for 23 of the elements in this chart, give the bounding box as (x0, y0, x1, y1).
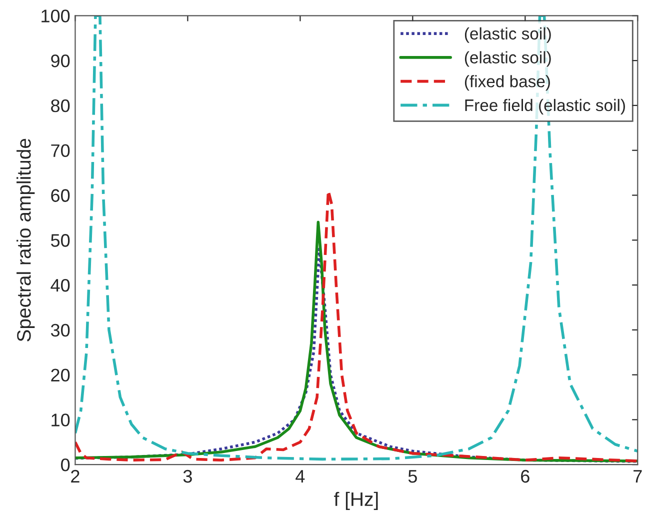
y-tick-label: 0 (61, 458, 70, 472)
y-axis-title: Spectral ratio amplitude (16, 138, 35, 342)
x-tick-label: 2 (71, 470, 80, 483)
legend-label: (elastic soil) (464, 51, 551, 67)
x-tick-label: 5 (408, 470, 417, 483)
x-tick-label: 6 (521, 470, 530, 483)
y-tick-label: 80 (51, 99, 70, 112)
y-tick-label: 30 (50, 324, 70, 337)
x-axis-title: f [Hz] (334, 492, 378, 510)
legend-label: (elastic soil) (464, 27, 551, 43)
x-tick-label: 3 (183, 470, 192, 483)
y-tick-label: 90 (51, 54, 70, 68)
y-tick-label: 70 (51, 144, 70, 158)
y-tick-label: 10 (52, 414, 70, 426)
y-tick-label: 50 (50, 234, 70, 247)
y-tick-label: 20 (51, 368, 70, 382)
x-tick-label: 4 (296, 470, 305, 483)
legend-label: Free field (elastic soil) (465, 98, 625, 114)
y-tick-label: 100 (42, 10, 70, 22)
y-tick-label: 40 (50, 278, 70, 292)
y-tick-label: 60 (51, 189, 70, 202)
x-tick-label: 7 (634, 470, 642, 483)
legend-label: (fixed base) (464, 75, 550, 91)
